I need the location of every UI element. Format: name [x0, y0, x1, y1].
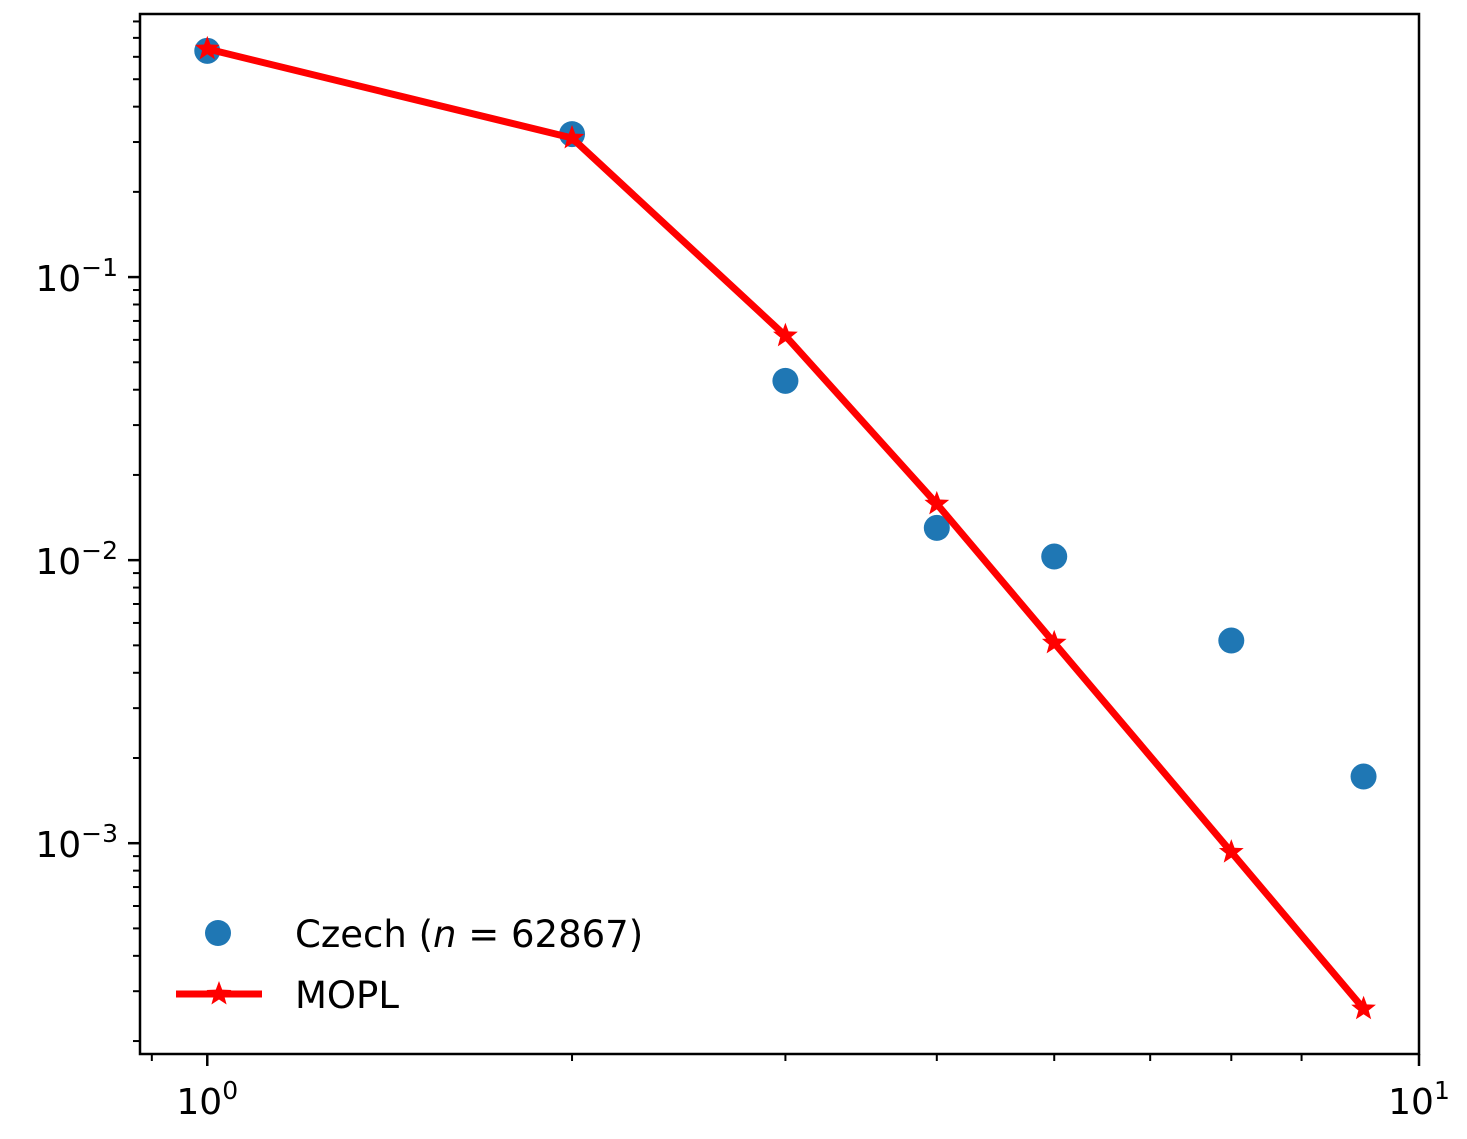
mopl-star — [194, 35, 220, 60]
mopl-star — [1218, 839, 1244, 863]
czech-point — [1041, 543, 1068, 570]
legend-label-czech: Czech (n = 62867) — [295, 913, 643, 956]
x-tick-label: 101 — [1388, 1076, 1450, 1123]
legend-marker-mopl — [206, 981, 232, 1005]
czech-point — [1218, 627, 1245, 654]
mopl-star — [773, 322, 798, 347]
mopl-star — [559, 125, 585, 149]
czech-point — [923, 514, 950, 541]
major-ticks — [128, 275, 1421, 1066]
czech-point — [772, 367, 799, 394]
mopl-star — [1351, 995, 1376, 1020]
minor-ticks — [133, 20, 1303, 1061]
tick-labels: 100 101 10−1 10−2 10−3 — [35, 253, 1450, 1123]
legend-label-mopl: MOPL — [295, 974, 399, 1017]
legend-marker-czech — [205, 920, 231, 946]
plot-frame — [138, 12, 1421, 1056]
series-layer — [194, 35, 1377, 1020]
mopl-star — [924, 490, 950, 515]
czech-point — [1350, 763, 1377, 790]
mopl-star — [1041, 629, 1067, 654]
x-tick-label: 100 — [176, 1076, 238, 1123]
legend: Czech (n = 62867) MOPL — [176, 913, 643, 1017]
mopl-line — [206, 45, 1367, 1012]
y-tick-label: 10−2 — [35, 536, 118, 583]
y-tick-label: 10−1 — [35, 253, 118, 300]
y-tick-label: 10−3 — [35, 819, 118, 866]
